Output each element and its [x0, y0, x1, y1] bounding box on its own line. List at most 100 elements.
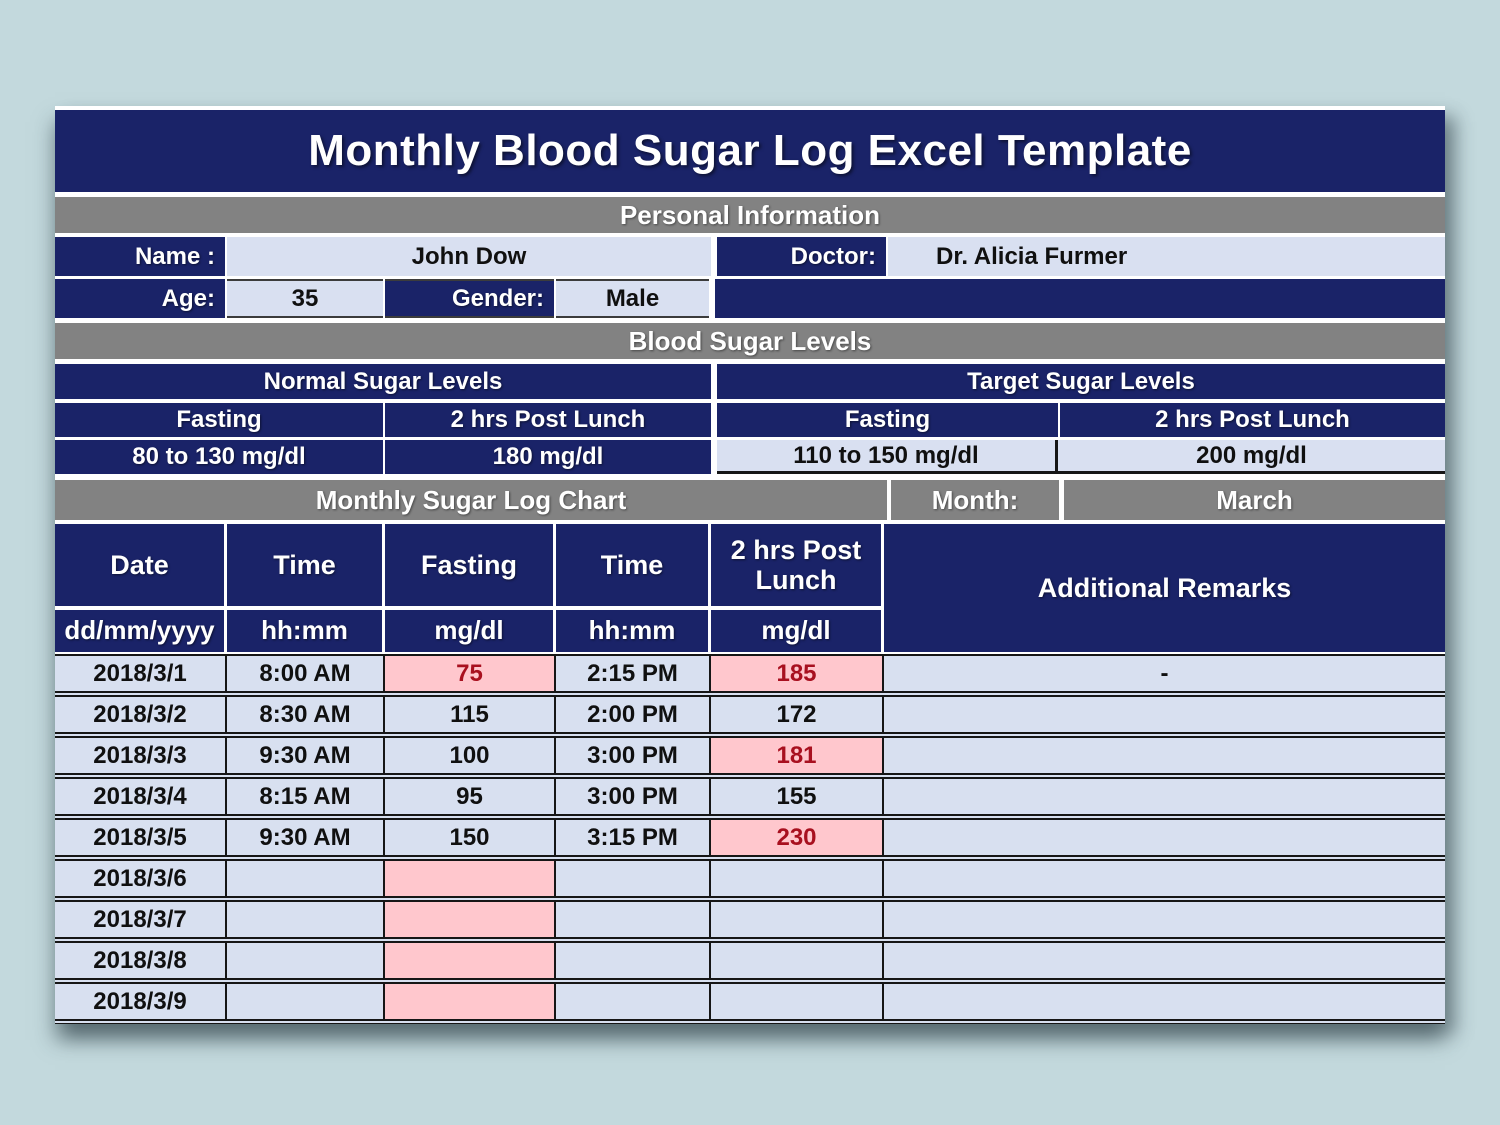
log-cell-post-lunch[interactable] — [711, 984, 884, 1019]
section-blood-sugar-levels: Blood Sugar Levels — [55, 323, 1445, 359]
target-fasting-header: Fasting — [717, 403, 1058, 437]
log-cell-fasting[interactable] — [385, 861, 556, 896]
log-cell-time-2[interactable]: 3:15 PM — [556, 820, 711, 855]
log-cell-remarks[interactable] — [884, 779, 1445, 814]
log-cell-time-2[interactable] — [556, 943, 711, 978]
log-cell-remarks[interactable] — [884, 697, 1445, 732]
normal-post-lunch-value: 180 mg/dl — [385, 440, 711, 474]
log-row: 2018/3/4 8:15 AM 95 3:00 PM 155 — [55, 779, 1445, 820]
log-cell-time-2[interactable] — [556, 902, 711, 937]
log-cell-post-lunch[interactable] — [711, 861, 884, 896]
log-cell-time-1[interactable]: 8:30 AM — [227, 697, 385, 732]
age-value[interactable]: 35 — [227, 279, 383, 318]
log-cell-date[interactable]: 2018/3/5 — [55, 820, 227, 855]
log-cell-remarks[interactable] — [884, 943, 1445, 978]
target-levels-header: Target Sugar Levels — [717, 364, 1445, 399]
log-cell-time-1[interactable]: 8:15 AM — [227, 779, 385, 814]
log-cell-time-2[interactable] — [556, 984, 711, 1019]
normal-fasting-header: Fasting — [55, 403, 383, 437]
log-cell-post-lunch[interactable]: 181 — [711, 738, 884, 773]
spreadsheet: Monthly Blood Sugar Log Excel Template P… — [55, 106, 1445, 1024]
log-cell-remarks[interactable] — [884, 861, 1445, 896]
month-value[interactable]: March — [1064, 480, 1445, 520]
log-cell-post-lunch[interactable]: 185 — [711, 656, 884, 691]
doctor-value[interactable]: Dr. Alicia Furmer — [888, 237, 1445, 276]
log-cell-remarks[interactable]: - — [884, 656, 1445, 691]
log-cell-post-lunch[interactable]: 230 — [711, 820, 884, 855]
log-cell-remarks[interactable] — [884, 738, 1445, 773]
col-unit-time-fasting: hh:mm — [227, 610, 385, 652]
log-cell-post-lunch[interactable]: 172 — [711, 697, 884, 732]
col-header-date: Date — [55, 524, 227, 610]
log-cell-time-2[interactable]: 2:15 PM — [556, 656, 711, 691]
log-cell-fasting[interactable]: 115 — [385, 697, 556, 732]
log-section-row: Monthly Sugar Log Chart Month: March — [55, 480, 1445, 520]
personal-filler-bar — [715, 279, 1445, 318]
log-cell-fasting[interactable]: 95 — [385, 779, 556, 814]
log-row: 2018/3/3 9:30 AM 100 3:00 PM 181 — [55, 738, 1445, 779]
target-post-lunch-header: 2 hrs Post Lunch — [1060, 403, 1445, 437]
log-cell-time-2[interactable]: 2:00 PM — [556, 697, 711, 732]
age-label: Age: — [55, 279, 225, 318]
log-cell-time-2[interactable]: 3:00 PM — [556, 738, 711, 773]
log-table-header: Date Time Fasting Time 2 hrs Post Lunch … — [55, 524, 1445, 652]
col-unit-date: dd/mm/yyyy — [55, 610, 227, 652]
levels-group-header-row: Normal Sugar Levels Target Sugar Levels — [55, 364, 1445, 399]
col-header-time-fasting: Time — [227, 524, 385, 610]
levels-subheader-row: Fasting 2 hrs Post Lunch Fasting 2 hrs P… — [55, 403, 1445, 437]
log-cell-date[interactable]: 2018/3/2 — [55, 697, 227, 732]
log-cell-fasting[interactable] — [385, 943, 556, 978]
col-header-additional-remarks: Additional Remarks — [884, 524, 1445, 652]
log-cell-fasting[interactable]: 100 — [385, 738, 556, 773]
log-row: 2018/3/6 — [55, 861, 1445, 902]
section-personal-information: Personal Information — [55, 197, 1445, 233]
col-header-post-lunch: 2 hrs Post Lunch — [711, 524, 884, 610]
name-row: Name : John Dow Doctor: Dr. Alicia Furme… — [55, 237, 1445, 276]
log-cell-date[interactable]: 2018/3/9 — [55, 984, 227, 1019]
log-cell-post-lunch[interactable] — [711, 943, 884, 978]
col-unit-post-lunch: mg/dl — [711, 610, 884, 652]
log-cell-remarks[interactable] — [884, 902, 1445, 937]
normal-post-lunch-header: 2 hrs Post Lunch — [385, 403, 711, 437]
log-cell-date[interactable]: 2018/3/6 — [55, 861, 227, 896]
log-cell-remarks[interactable] — [884, 984, 1445, 1019]
target-post-lunch-value[interactable]: 200 mg/dl — [1058, 440, 1445, 471]
log-cell-time-1[interactable] — [227, 943, 385, 978]
log-cell-post-lunch[interactable] — [711, 902, 884, 937]
levels-values-row: 80 to 130 mg/dl 180 mg/dl 110 to 150 mg/… — [55, 440, 1445, 474]
name-value[interactable]: John Dow — [227, 237, 711, 276]
age-row: Age: 35 Gender: Male — [55, 279, 1445, 318]
log-cell-fasting[interactable] — [385, 984, 556, 1019]
log-cell-fasting[interactable]: 75 — [385, 656, 556, 691]
log-cell-fasting[interactable]: 150 — [385, 820, 556, 855]
log-cell-remarks[interactable] — [884, 820, 1445, 855]
col-unit-fasting: mg/dl — [385, 610, 556, 652]
log-cell-time-2[interactable]: 3:00 PM — [556, 779, 711, 814]
normal-fasting-value: 80 to 130 mg/dl — [55, 440, 383, 474]
log-cell-time-1[interactable]: 8:00 AM — [227, 656, 385, 691]
log-cell-fasting[interactable] — [385, 902, 556, 937]
log-cell-time-1[interactable] — [227, 984, 385, 1019]
log-cell-date[interactable]: 2018/3/1 — [55, 656, 227, 691]
log-cell-time-1[interactable]: 9:30 AM — [227, 738, 385, 773]
log-row: 2018/3/8 — [55, 943, 1445, 984]
target-fasting-value[interactable]: 110 to 150 mg/dl — [717, 440, 1058, 471]
log-row: 2018/3/5 9:30 AM 150 3:15 PM 230 — [55, 820, 1445, 861]
section-monthly-sugar-log-chart: Monthly Sugar Log Chart — [55, 480, 887, 520]
target-values-group: 110 to 150 mg/dl 200 mg/dl — [717, 440, 1445, 474]
log-cell-date[interactable]: 2018/3/7 — [55, 902, 227, 937]
doctor-label: Doctor: — [717, 237, 886, 276]
log-cell-date[interactable]: 2018/3/4 — [55, 779, 227, 814]
log-row: 2018/3/1 8:00 AM 75 2:15 PM 185- — [55, 656, 1445, 697]
log-row: 2018/3/7 — [55, 902, 1445, 943]
log-cell-date[interactable]: 2018/3/8 — [55, 943, 227, 978]
gender-value[interactable]: Male — [556, 279, 709, 318]
log-cell-time-1[interactable] — [227, 861, 385, 896]
log-cell-post-lunch[interactable]: 155 — [711, 779, 884, 814]
log-cell-date[interactable]: 2018/3/3 — [55, 738, 227, 773]
log-cell-time-1[interactable]: 9:30 AM — [227, 820, 385, 855]
log-cell-time-2[interactable] — [556, 861, 711, 896]
log-cell-time-1[interactable] — [227, 902, 385, 937]
name-label: Name : — [55, 237, 225, 276]
gender-label: Gender: — [385, 279, 554, 318]
